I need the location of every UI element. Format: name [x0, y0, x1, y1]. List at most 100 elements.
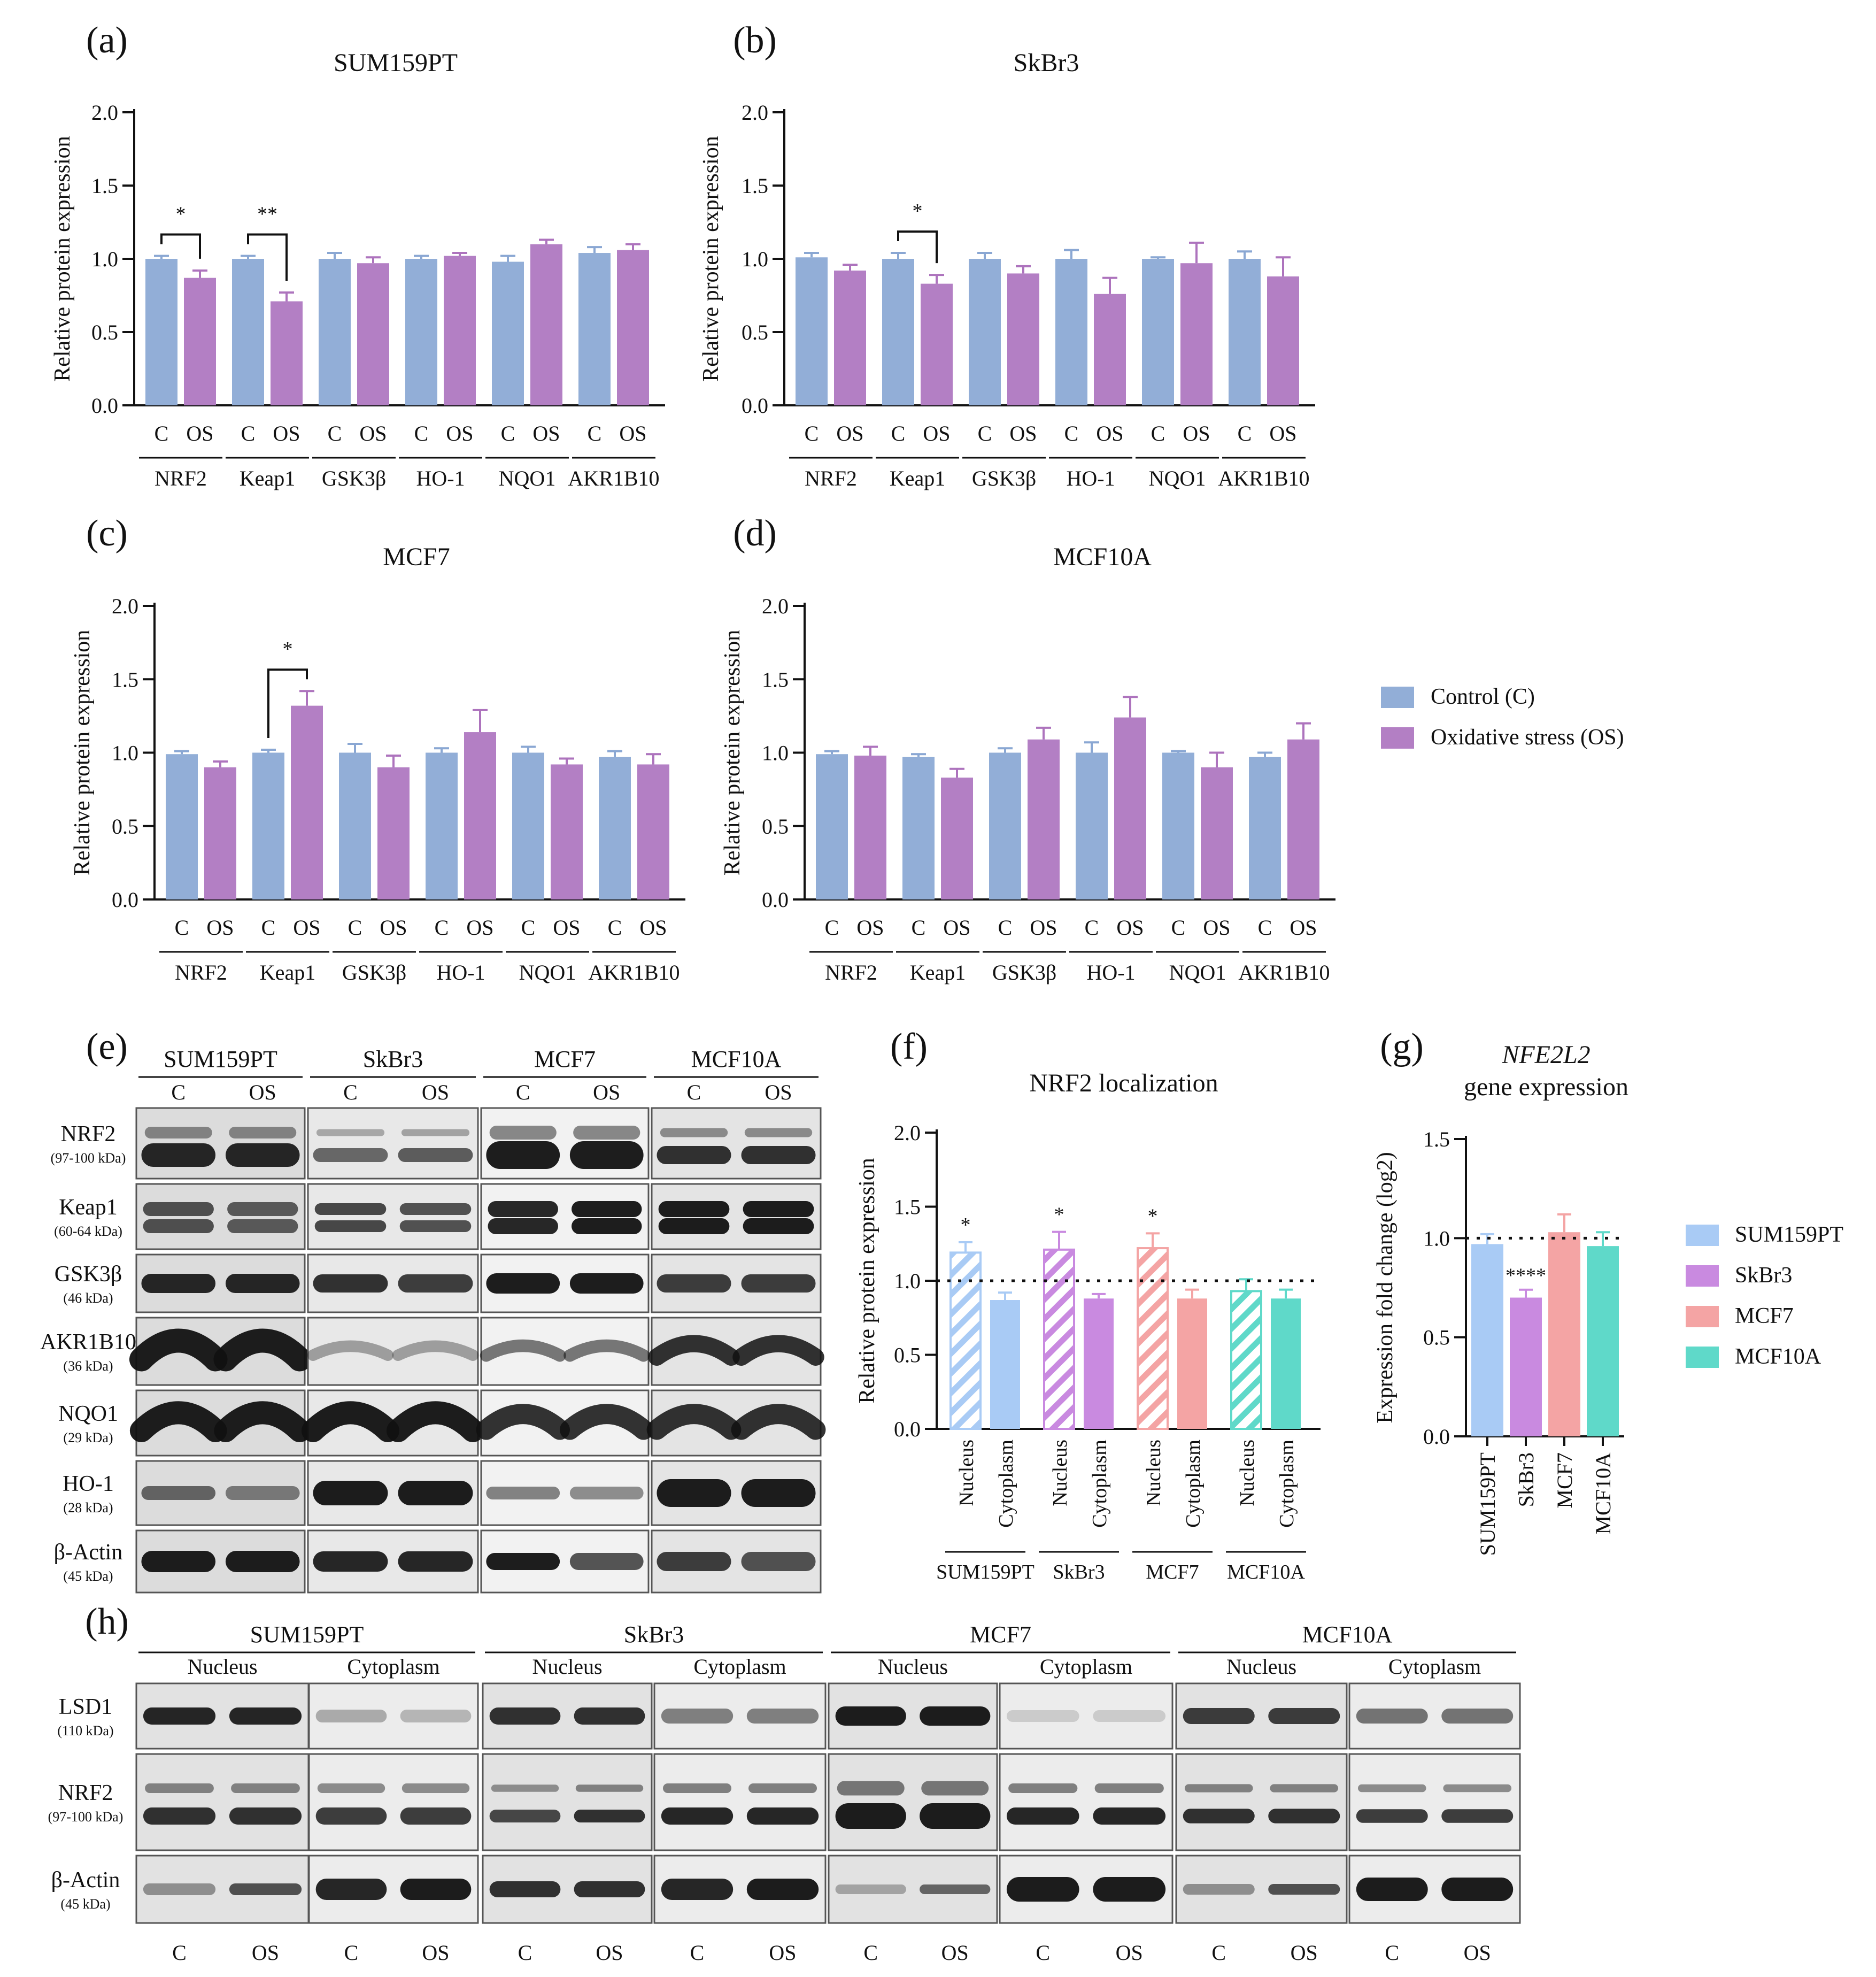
bar-label: Nucleus [955, 1440, 978, 1506]
blot-band [1008, 1783, 1078, 1793]
blot-band [1183, 1809, 1255, 1824]
blot-band [648, 1335, 740, 1366]
blot-fraction-label: Nucleus [1226, 1655, 1296, 1679]
blot-band [663, 1783, 731, 1793]
blot-fraction-label: Cytoplasm [693, 1655, 786, 1679]
bar [990, 1300, 1020, 1429]
category-label: GSK3β [992, 960, 1056, 984]
bar [1471, 1244, 1503, 1436]
bar [377, 767, 410, 899]
blot-band [741, 1552, 816, 1571]
blot-band [837, 1781, 905, 1796]
y-tick-label: 0.0 [91, 394, 118, 418]
blot-kda-label: (45 kDa) [60, 1896, 110, 1912]
blot-band [743, 1201, 814, 1217]
blot-image [1000, 1683, 1172, 1749]
blot-band [313, 1148, 388, 1162]
blot-frame [1175, 1753, 1348, 1851]
blot-band [1441, 1709, 1514, 1724]
chart-title: gene expression [1464, 1073, 1628, 1101]
blot-band [141, 1486, 216, 1500]
blot-lane-label: C [1385, 1941, 1399, 1965]
chart-title: NRF2 localization [1029, 1069, 1218, 1097]
significance-marker: * [913, 200, 923, 222]
blot-lane-label: C [1211, 1941, 1226, 1965]
bar-label: C [978, 421, 992, 445]
blot-row-label: Keap1 [59, 1195, 118, 1220]
bar [1094, 294, 1126, 405]
legend-label: SkBr3 [1735, 1263, 1792, 1288]
blot-band [920, 1706, 991, 1726]
blot-image [309, 1683, 478, 1749]
blot-band [741, 1146, 816, 1164]
blot-lane-label: OS [1116, 1941, 1143, 1965]
chart-title: SUM159PT [334, 49, 458, 77]
chart-title: MCF10A [1053, 543, 1152, 571]
blot-band [746, 1709, 819, 1724]
category-label: MCF7 [1553, 1452, 1577, 1509]
bar [1137, 1247, 1169, 1430]
blot-band [399, 1203, 472, 1215]
bar-label: Nucleus [1236, 1440, 1259, 1506]
blot-frame [135, 1107, 306, 1180]
blot-frame [135, 1183, 306, 1250]
bar-label: OS [1290, 916, 1317, 940]
bar-label: OS [1116, 916, 1144, 940]
blot-image [829, 1754, 997, 1850]
blot-lane-label: OS [422, 1080, 449, 1104]
blot-band [657, 1552, 731, 1571]
bar [1271, 1298, 1301, 1429]
bar-label: OS [836, 421, 863, 445]
bar-label: OS [186, 421, 213, 445]
blot-band [400, 1879, 472, 1900]
blot-kda-label: (60-64 kDa) [54, 1224, 122, 1239]
bar [1548, 1232, 1580, 1436]
bar [578, 253, 611, 405]
bar-label: C [998, 916, 1013, 940]
blot-band [1357, 1784, 1426, 1793]
bar [1076, 752, 1108, 899]
bar-label: OS [1183, 421, 1210, 445]
significance-bracket [897, 230, 938, 264]
y-tick-label: 1.0 [762, 741, 789, 765]
chart-title: MCF7 [383, 543, 450, 571]
blot-lane-label: C [343, 1080, 358, 1104]
bar-label: OS [206, 916, 234, 940]
blot-band [920, 1803, 991, 1829]
blot-band [225, 1143, 300, 1167]
bar-label: OS [293, 916, 320, 940]
blot-kda-label: (28 kDa) [63, 1500, 113, 1516]
blot-band [315, 1710, 387, 1722]
bar-label: C [155, 421, 169, 445]
bar-label: C [1258, 916, 1272, 940]
blot-band [143, 1202, 214, 1216]
blot-band [227, 1202, 298, 1216]
blot-frame [651, 1183, 822, 1250]
significance-marker: ** [257, 203, 277, 226]
significance-bracket [160, 233, 201, 259]
bar [941, 778, 973, 899]
blot-band [486, 1273, 560, 1294]
blot-row-label: LSD1 [59, 1695, 112, 1719]
blot-band [746, 1879, 819, 1900]
blot-group-label: MCF7 [534, 1046, 596, 1072]
blot-frame [480, 1529, 650, 1594]
bar-label: OS [943, 916, 970, 940]
blot-band [227, 1219, 298, 1233]
y-tick-label: 0.0 [1423, 1425, 1450, 1449]
blot-band [744, 1128, 813, 1137]
blot-frame [480, 1183, 650, 1250]
blot-lane-label: OS [249, 1080, 276, 1104]
bar-label: C [414, 421, 429, 445]
blot-band [486, 1553, 560, 1570]
blot-band [225, 1486, 300, 1500]
blot-frame [307, 1107, 479, 1180]
bar [184, 278, 216, 405]
blot-lane-label: OS [769, 1941, 796, 1965]
bar-label: OS [553, 916, 580, 940]
category-label: NQO1 [499, 466, 556, 490]
blot-row-label: AKR1B10 [40, 1330, 136, 1355]
blot-lane-label: C [516, 1080, 530, 1104]
bar-label: OS [1030, 916, 1057, 940]
blot-band [661, 1807, 734, 1825]
